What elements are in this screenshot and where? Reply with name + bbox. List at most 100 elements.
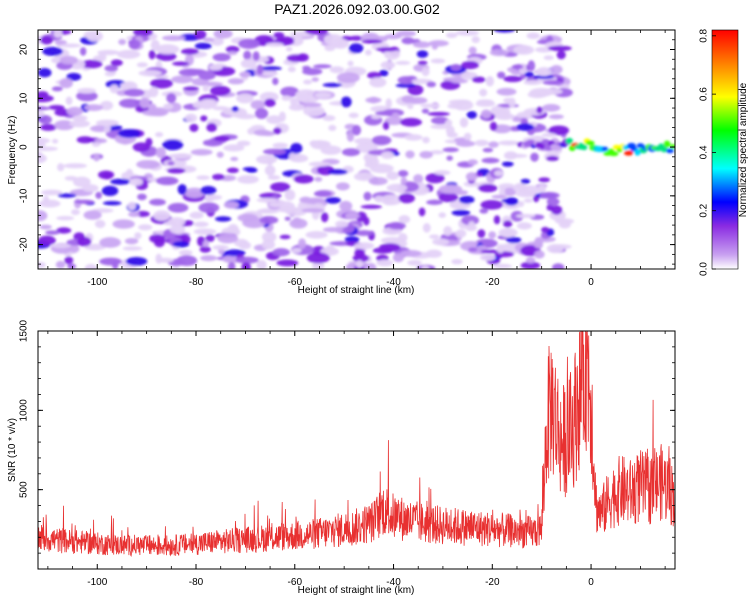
heatmap-cell xyxy=(290,142,303,154)
heatmap-cell xyxy=(305,231,328,239)
heatmap-cell xyxy=(354,137,375,145)
heatmap-cell xyxy=(63,163,88,169)
heatmap-cell xyxy=(67,263,77,269)
heatmap-cell xyxy=(128,39,141,50)
spectrogram-x-tick-label: 0 xyxy=(588,277,594,288)
heatmap-cell xyxy=(80,59,103,69)
heatmap-cell xyxy=(328,124,337,131)
heatmap-cell xyxy=(504,203,520,210)
heatmap-cell xyxy=(142,109,167,117)
heatmap-cell xyxy=(295,89,317,101)
heatmap-cell xyxy=(126,168,133,177)
heatmap-cell xyxy=(397,170,409,177)
heatmap-cell xyxy=(438,184,463,194)
heatmap-cell xyxy=(82,184,99,193)
heatmap-cell xyxy=(134,232,142,240)
heatmap-cell xyxy=(118,98,142,108)
heatmap-cell xyxy=(536,106,543,114)
heatmap-cell xyxy=(227,51,238,56)
heatmap-cell xyxy=(128,211,140,218)
heatmap-cell xyxy=(430,58,446,64)
heatmap-cell xyxy=(355,260,364,269)
heatmap-carrier-cell xyxy=(666,148,674,154)
heatmap-cell xyxy=(399,117,422,127)
heatmap-cell xyxy=(74,199,95,204)
heatmap-cell xyxy=(178,249,193,256)
heatmap-cell xyxy=(301,208,325,213)
heatmap-cell xyxy=(425,173,445,184)
heatmap-cell xyxy=(38,110,45,117)
heatmap-cell xyxy=(480,199,504,210)
heatmap-cell xyxy=(213,135,230,142)
heatmap-cell xyxy=(236,113,257,120)
heatmap-cell xyxy=(520,261,541,269)
heatmap-cell xyxy=(202,84,210,92)
heatmap-cell xyxy=(558,220,571,229)
heatmap-cell xyxy=(346,131,355,142)
heatmap-cell xyxy=(315,140,331,148)
heatmap-cell xyxy=(42,195,49,204)
spectrogram-frame xyxy=(37,29,676,270)
heatmap-cell xyxy=(495,113,515,121)
heatmap-cell xyxy=(523,198,533,203)
heatmap-cell xyxy=(223,144,245,152)
heatmap-cell xyxy=(417,60,428,65)
spectrogram-y-ticks: -20 -10 0 10 20 xyxy=(19,29,675,265)
heatmap-cell xyxy=(539,191,560,199)
heatmap-cell xyxy=(335,182,350,191)
heatmap-cell xyxy=(196,175,210,180)
heatmap-cell xyxy=(348,43,364,54)
heatmap-cell xyxy=(299,196,312,204)
heatmap-cell xyxy=(501,161,514,167)
heatmap-cell xyxy=(209,85,231,96)
heatmap-cell xyxy=(450,79,469,84)
heatmap-cell xyxy=(213,30,233,39)
heatmap-cell xyxy=(384,116,404,126)
heatmap-cell xyxy=(461,60,479,70)
heatmap-cell xyxy=(57,163,65,172)
heatmap-carrier-cell xyxy=(623,150,634,156)
heatmap-cell xyxy=(203,37,215,42)
spectrogram-x-tick-label: -40 xyxy=(386,277,401,288)
heatmap-cell xyxy=(99,237,122,248)
snr-x-tick-label: -20 xyxy=(485,577,500,588)
heatmap-cell xyxy=(341,148,361,157)
heatmap-cell xyxy=(466,111,477,119)
heatmap-cell xyxy=(363,191,372,201)
spectrogram-x-tick-label: -20 xyxy=(485,277,500,288)
heatmap-cell xyxy=(397,76,415,85)
heatmap-cell xyxy=(546,204,554,211)
heatmap-cell xyxy=(478,184,498,193)
heatmap-cell xyxy=(488,231,497,239)
heatmap-cell xyxy=(155,147,167,159)
heatmap-cell xyxy=(380,151,395,160)
heatmap-cell xyxy=(471,76,486,83)
heatmap-cell xyxy=(524,71,534,78)
heatmap-cell xyxy=(169,224,186,234)
heatmap-cell xyxy=(505,153,528,159)
heatmap-cell xyxy=(212,106,229,111)
heatmap-cell xyxy=(183,220,194,226)
heatmap-cell xyxy=(77,236,92,247)
heatmap-cell xyxy=(365,157,380,167)
heatmap-carrier-cell xyxy=(581,144,588,151)
heatmap-cell xyxy=(517,200,525,208)
heatmap-cell xyxy=(127,201,137,211)
heatmap-cell xyxy=(59,78,73,89)
heatmap-cell xyxy=(426,199,443,205)
heatmap-cell xyxy=(273,32,285,39)
heatmap-cell xyxy=(40,35,53,45)
spectrogram-y-tick-label: -20 xyxy=(19,237,30,252)
heatmap-cell xyxy=(363,216,370,226)
heatmap-cell xyxy=(200,115,208,122)
heatmap-cell xyxy=(193,228,217,235)
heatmap-cell xyxy=(516,222,532,230)
heatmap-cell xyxy=(199,246,212,253)
heatmap-cell xyxy=(398,193,415,204)
heatmap-cell xyxy=(180,48,199,55)
heatmap-cell xyxy=(392,253,405,263)
heatmap-cell xyxy=(168,153,193,159)
snr-y-tick-label: 1500 xyxy=(19,319,30,342)
heatmap-cell xyxy=(123,88,145,97)
